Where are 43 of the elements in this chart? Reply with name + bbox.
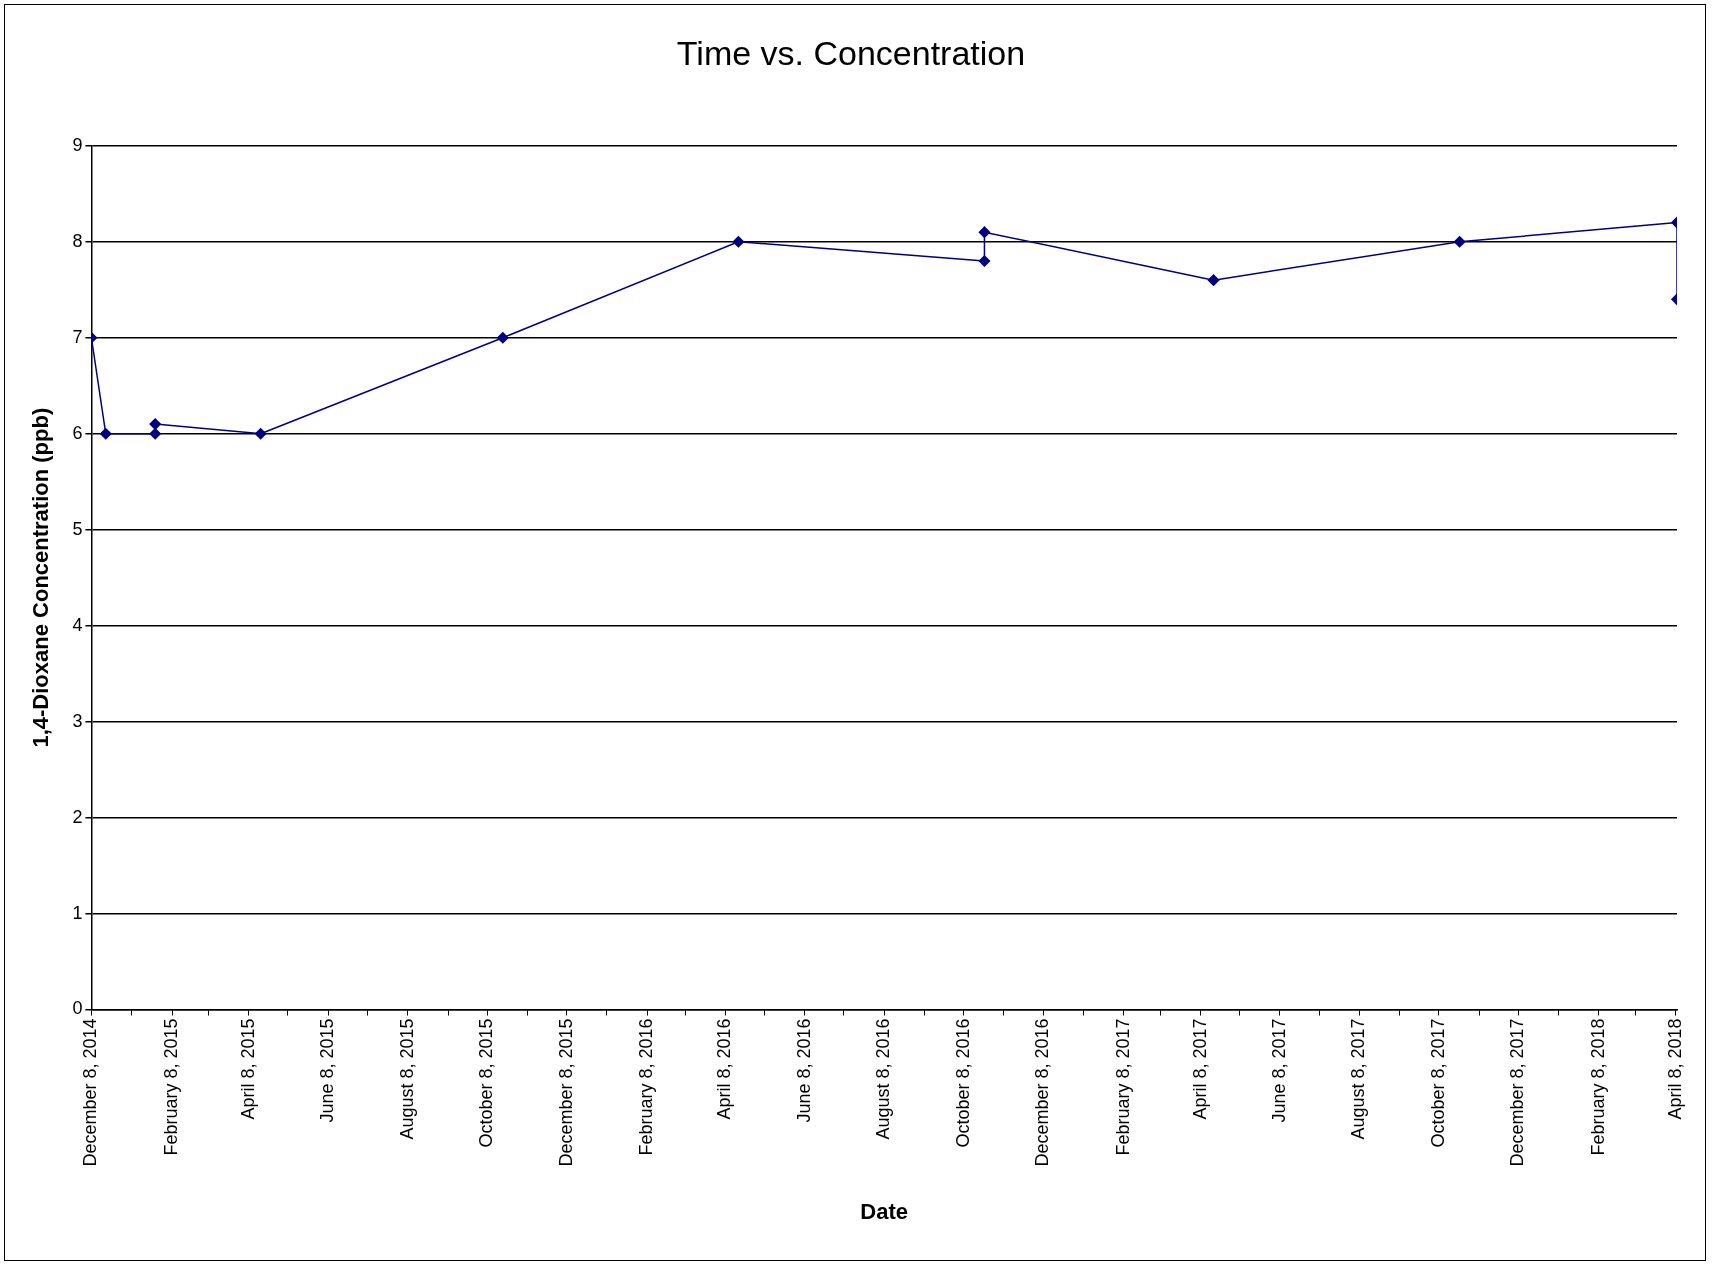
x-tick-label: April 8, 2015 bbox=[237, 1018, 258, 1120]
y-tick-label: 9 bbox=[72, 134, 83, 155]
x-axis-title: Date bbox=[860, 1198, 909, 1224]
y-tick-label: 1 bbox=[72, 902, 83, 923]
x-tick-label: April 8, 2017 bbox=[1189, 1018, 1210, 1120]
point bbox=[99, 427, 112, 440]
x-tick-label: December 8, 2016 bbox=[1031, 1018, 1052, 1167]
chart-title: Time vs. Concentration bbox=[676, 33, 1026, 72]
y-tick-label: 3 bbox=[72, 710, 83, 731]
y-axis-title: 1,4-Dioxane Concentration (ppb) bbox=[28, 407, 54, 748]
x-tick-label: June 8, 2015 bbox=[317, 1018, 338, 1123]
x-tick-label: June 8, 2016 bbox=[793, 1018, 814, 1123]
x-tick-label: February 8, 2016 bbox=[636, 1018, 657, 1156]
point bbox=[254, 427, 267, 440]
point bbox=[732, 236, 745, 248]
x-tick-label: December 8, 2015 bbox=[555, 1018, 576, 1167]
x-tick-label: October 8, 2017 bbox=[1427, 1018, 1448, 1148]
x-tick-label: February 8, 2017 bbox=[1112, 1018, 1133, 1156]
y-tick-label: 0 bbox=[72, 998, 83, 1019]
x-tick-label: December 8, 2014 bbox=[80, 1018, 101, 1167]
point bbox=[497, 331, 509, 344]
point bbox=[978, 255, 991, 267]
x-tick-label: August 8, 2017 bbox=[1348, 1018, 1369, 1140]
x-tick-label: October 8, 2015 bbox=[476, 1018, 497, 1148]
y-tick-label: 2 bbox=[72, 806, 83, 827]
x-tick-label: February 8, 2015 bbox=[161, 1018, 182, 1156]
x-tick-label: February 8, 2018 bbox=[1587, 1018, 1608, 1156]
y-tick-label: 4 bbox=[72, 614, 83, 635]
point bbox=[978, 226, 991, 238]
point bbox=[1453, 236, 1466, 248]
point bbox=[149, 418, 161, 430]
y-tick-label: 6 bbox=[72, 422, 83, 443]
y-tick-label: 8 bbox=[72, 230, 83, 251]
x-tick-label: August 8, 2015 bbox=[396, 1018, 417, 1140]
x-tick-label: April 8, 2018 bbox=[1664, 1018, 1685, 1120]
x-tick-label: December 8, 2017 bbox=[1507, 1018, 1528, 1167]
y-tick-label: 7 bbox=[72, 326, 83, 347]
x-tick-label: August 8, 2016 bbox=[873, 1018, 894, 1140]
x-tick-label: October 8, 2016 bbox=[952, 1018, 973, 1148]
x-tick-label: June 8, 2017 bbox=[1268, 1018, 1289, 1123]
point bbox=[1207, 274, 1220, 286]
y-tick-label: 5 bbox=[72, 518, 83, 539]
x-tick-label: April 8, 2016 bbox=[714, 1018, 735, 1120]
